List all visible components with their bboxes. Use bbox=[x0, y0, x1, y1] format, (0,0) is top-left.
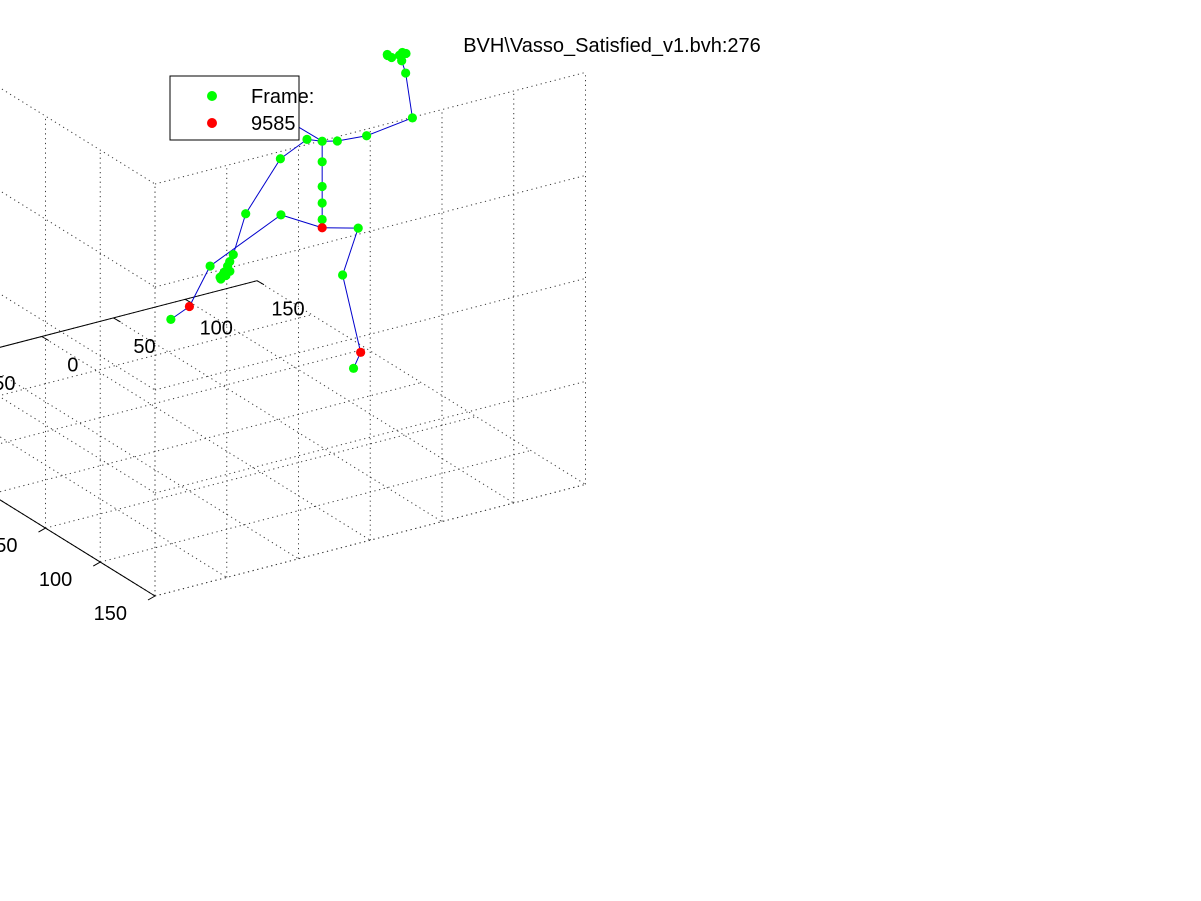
grid-line-sidewall-z bbox=[0, 396, 156, 494]
x-tick-label: 150 bbox=[271, 299, 304, 321]
x-tick-label: 50 bbox=[133, 336, 155, 358]
skeleton-bone bbox=[337, 135, 367, 142]
grid-line-floor-x bbox=[0, 373, 299, 560]
grid-line-backwall-z bbox=[154, 174, 586, 288]
grid-line-floor-x bbox=[41, 336, 371, 541]
x-tick-label: -50 bbox=[0, 373, 15, 395]
x-tick-mark bbox=[256, 280, 265, 286]
grid-line-floor-y bbox=[0, 382, 422, 493]
grid-line-backwall-z bbox=[154, 380, 586, 494]
y-tick-label: 150 bbox=[94, 603, 127, 625]
grid-line-floor-x bbox=[0, 436, 228, 578]
legend-marker-number bbox=[207, 118, 217, 128]
y-tick-mark bbox=[38, 527, 46, 533]
joint-point bbox=[401, 68, 411, 78]
legend-label-frame: Frame: bbox=[251, 86, 314, 108]
y-tick-label: 50 bbox=[0, 535, 18, 557]
joint-point bbox=[228, 250, 238, 260]
joint-point bbox=[276, 210, 286, 220]
joint-point bbox=[382, 49, 392, 60]
joint-point bbox=[317, 136, 327, 146]
x-tick-label: 0 bbox=[67, 355, 78, 377]
skeleton-bone bbox=[232, 213, 247, 255]
grid-line-floor-x bbox=[256, 280, 586, 485]
joint-point bbox=[353, 223, 363, 233]
grid-line-sidewall-z bbox=[0, 190, 156, 288]
joint-point bbox=[184, 301, 194, 312]
joint-point bbox=[205, 261, 215, 271]
skeleton-bone bbox=[342, 227, 359, 276]
joint-point bbox=[241, 209, 251, 219]
skeleton-bone bbox=[245, 158, 281, 215]
joint-point bbox=[317, 198, 327, 208]
joint-points-layer bbox=[166, 47, 418, 373]
x-tick-label: 100 bbox=[200, 317, 233, 339]
legend-box bbox=[169, 75, 300, 141]
joint-point bbox=[302, 134, 312, 144]
joint-point bbox=[337, 270, 348, 280]
x-tick-mark bbox=[41, 336, 49, 341]
joint-point bbox=[275, 154, 285, 164]
legend-marker-frame bbox=[207, 91, 217, 101]
y-tick-mark bbox=[147, 595, 156, 601]
y-tick-mark bbox=[93, 561, 101, 567]
grid-line-backwall-z bbox=[154, 277, 586, 391]
joint-point bbox=[356, 347, 366, 357]
grid-line-backwall-z bbox=[154, 483, 586, 597]
grid-line-sidewall-z bbox=[0, 87, 156, 185]
grid-line-floor-x bbox=[113, 317, 443, 523]
x-tick-mark bbox=[113, 317, 121, 323]
joint-point bbox=[362, 131, 372, 141]
joint-point bbox=[317, 214, 327, 225]
y-tick-label: 100 bbox=[39, 569, 72, 591]
grid-line-floor-y bbox=[0, 314, 312, 396]
grid-line-floor-y bbox=[0, 348, 367, 445]
skeleton-bone bbox=[342, 274, 362, 353]
grid-line-backwall-z bbox=[154, 71, 586, 185]
grid-line-floor-y bbox=[100, 449, 531, 563]
skeleton-bone bbox=[366, 117, 413, 137]
joint-point bbox=[166, 314, 176, 324]
skeleton-bone bbox=[209, 214, 282, 267]
joint-point bbox=[407, 113, 418, 123]
grid-line-sidewall-z bbox=[0, 293, 156, 391]
chart-title: BVH\Vasso_Satisfied_v1.bvh:276 bbox=[463, 35, 761, 57]
legend-label-number: 9585 bbox=[251, 113, 296, 135]
joint-point bbox=[401, 48, 411, 59]
tick-labels-layer: -150-100-50050100150-150-100-50050100150… bbox=[0, 299, 305, 625]
legend[interactable]: Frame: 9585 bbox=[169, 75, 314, 141]
skeleton-bone bbox=[280, 138, 308, 160]
joint-point bbox=[225, 266, 235, 276]
joint-point bbox=[317, 223, 327, 233]
skeleton-bone bbox=[280, 214, 323, 229]
joint-point bbox=[332, 136, 342, 146]
skeleton-bone bbox=[188, 265, 211, 307]
joint-point bbox=[348, 363, 359, 373]
joint-point bbox=[317, 157, 327, 167]
skeleton-bone bbox=[405, 72, 413, 118]
joint-point bbox=[317, 181, 327, 192]
grid-line-floor-y bbox=[45, 416, 477, 529]
axes-layer bbox=[0, 280, 265, 601]
